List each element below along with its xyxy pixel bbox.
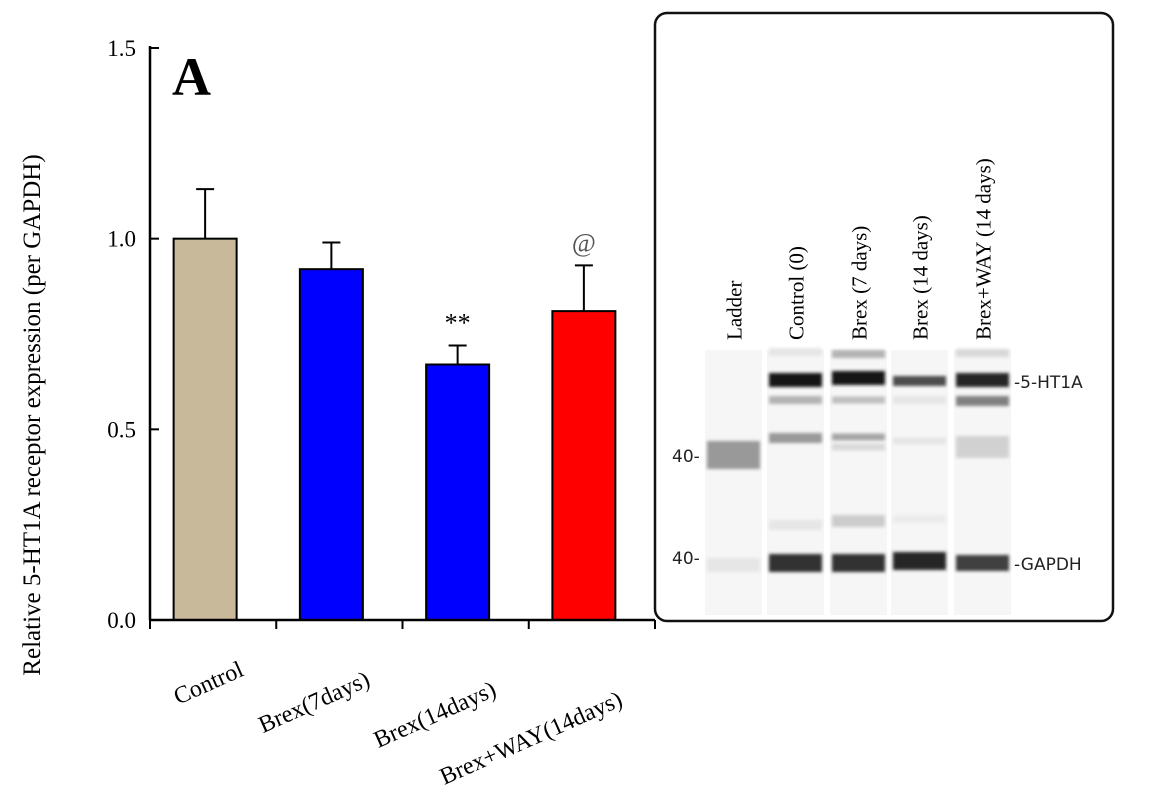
blot-band	[832, 371, 885, 385]
blot-band	[832, 515, 885, 527]
blot-band	[893, 437, 946, 445]
bar-chart: Relative 5-HT1A receptor expression (per…	[19, 36, 656, 790]
bars: ** @	[172, 188, 617, 622]
band-label-gapdh: -GAPDH	[1014, 555, 1082, 575]
blot-band	[769, 396, 822, 404]
blot-band	[769, 520, 822, 530]
blot-band	[832, 554, 885, 572]
bar-0	[172, 237, 238, 622]
blot-band	[956, 436, 1009, 458]
lane-label: Brex (14 days)	[909, 215, 933, 340]
blot-lane-4	[954, 349, 1011, 615]
blot-lane-1	[767, 348, 824, 615]
blot-lane-2	[830, 350, 887, 615]
blot-band	[832, 396, 885, 404]
y-tick-label: 1.5	[107, 36, 136, 61]
bar-3	[551, 310, 617, 621]
blot-lane-3	[891, 350, 948, 615]
blot-band	[769, 433, 822, 443]
x-tick-label: Brex(7days)	[255, 667, 374, 739]
x-tick-label: Control	[170, 657, 248, 711]
blot-band	[832, 443, 885, 451]
blot-band	[893, 552, 946, 570]
blot-band	[956, 396, 1009, 406]
blot-band	[769, 348, 822, 356]
y-axis-label: Relative 5-HT1A receptor expression (per…	[19, 154, 46, 675]
bar-2	[425, 363, 491, 621]
y-tick-label: 0.5	[107, 417, 136, 442]
blot-band	[769, 554, 822, 572]
lane-labels: Ladder Control (0) Brex (7 days) Brex (14 d…	[723, 158, 996, 340]
y-tick-label: 1.0	[107, 227, 136, 252]
blot-band	[893, 376, 946, 386]
blot-lane-0	[705, 350, 762, 615]
western-blot-panel: Ladder Control (0) Brex (7 days) Brex (14 d…	[653, 11, 1115, 623]
x-tick-label: Brex(14days)	[370, 677, 500, 754]
blot-band	[956, 555, 1009, 571]
significance-annotation: **	[445, 308, 471, 337]
y-tick-label: 0.0	[107, 608, 136, 633]
blot-band	[832, 433, 885, 441]
lane-label: Brex+WAY (14 days)	[972, 158, 996, 340]
significance-annotation: @	[572, 228, 596, 257]
blot-band	[769, 373, 822, 387]
lane-label: Brex (7 days)	[848, 226, 872, 340]
blot-band	[956, 349, 1009, 357]
blot-band	[707, 441, 760, 469]
marker-label-lower: 40-	[672, 549, 700, 569]
blot-band	[707, 558, 760, 572]
blot-lanes	[705, 348, 1011, 615]
lane-label: Control (0)	[785, 246, 809, 340]
bar-1	[298, 268, 364, 621]
lane-label: Ladder	[723, 281, 747, 340]
blot-band	[893, 515, 946, 523]
blot-band	[893, 396, 946, 404]
blot-band	[832, 350, 885, 358]
marker-label-upper: 40-	[672, 447, 700, 467]
band-label-5ht1a: -5-HT1A	[1014, 373, 1083, 393]
panel-label: A	[172, 47, 211, 107]
blot-band	[956, 373, 1009, 387]
